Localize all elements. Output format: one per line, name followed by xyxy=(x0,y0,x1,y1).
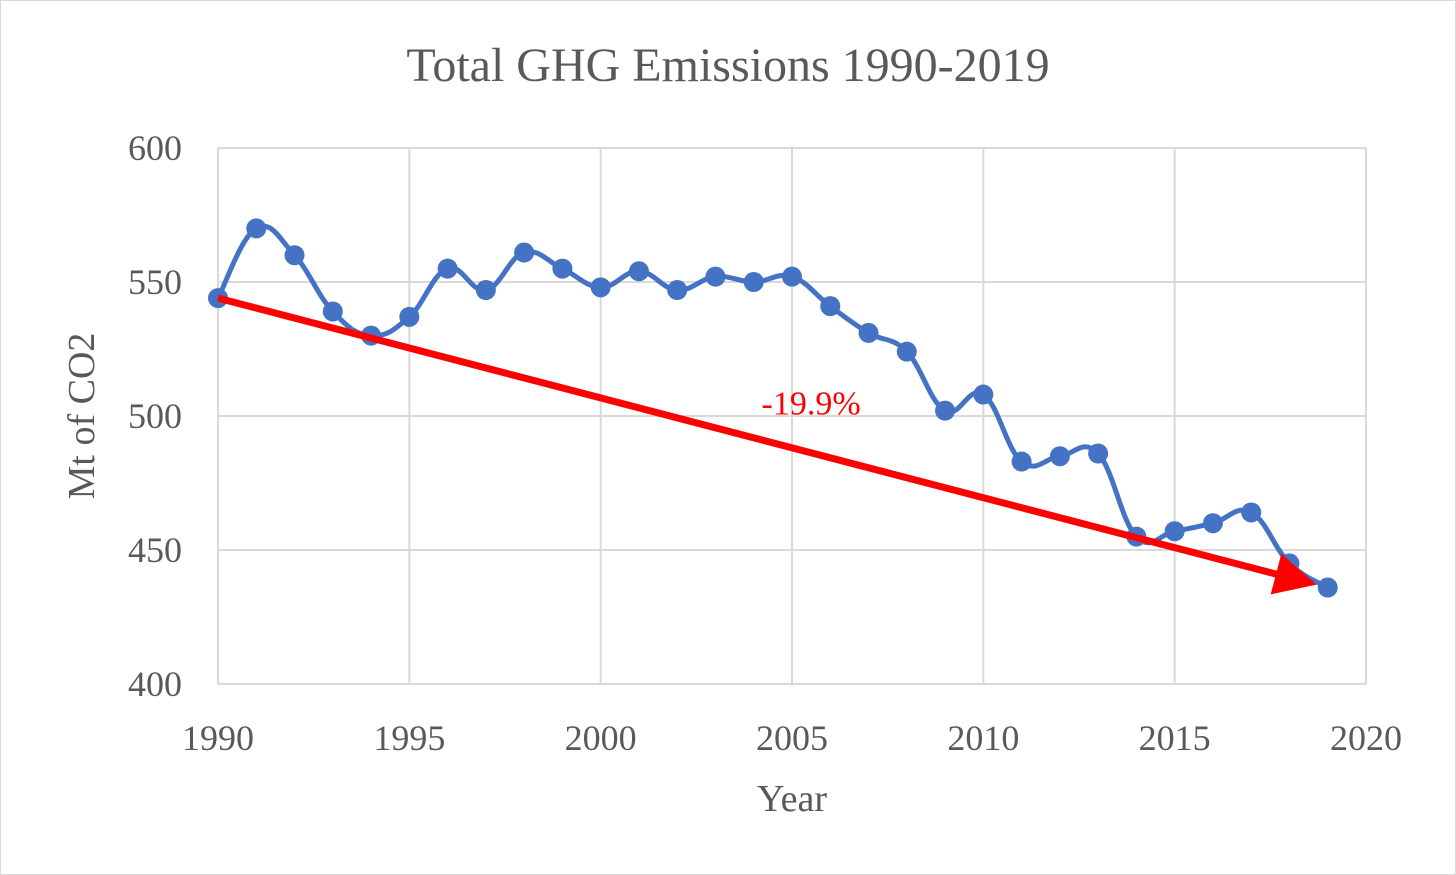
data-point xyxy=(399,306,420,327)
y-tick-label: 500 xyxy=(128,396,182,436)
data-point xyxy=(1164,521,1185,542)
x-tick-label: 2015 xyxy=(1139,718,1211,758)
x-tick-label: 2000 xyxy=(565,718,637,758)
data-point xyxy=(667,280,688,301)
data-point xyxy=(628,261,649,282)
data-point xyxy=(935,400,956,421)
data-point xyxy=(820,296,841,317)
data-point xyxy=(896,341,917,362)
x-tick-label: 2010 xyxy=(947,718,1019,758)
data-point xyxy=(437,258,458,279)
x-tick-label: 2020 xyxy=(1330,718,1402,758)
data-point xyxy=(1011,451,1032,472)
x-axis-title: Year xyxy=(757,778,827,820)
data-point xyxy=(743,272,764,292)
data-point xyxy=(514,242,535,263)
chart-title: Total GHG Emissions 1990-2019 xyxy=(406,39,1050,92)
data-point xyxy=(858,322,879,343)
x-tick-labels: 1990 1995 2000 2005 2010 2015 2020 xyxy=(182,718,1402,758)
data-point xyxy=(1088,443,1109,464)
x-tick-label: 1995 xyxy=(373,718,445,758)
data-point xyxy=(973,384,994,405)
y-axis-title: Mt of CO2 xyxy=(61,333,103,500)
y-tick-label: 600 xyxy=(128,128,182,168)
trend-label: -19.9% xyxy=(762,386,861,423)
data-point xyxy=(782,266,802,287)
annotation-layer: -19.9% xyxy=(217,294,1317,595)
x-tick-label: 1990 xyxy=(182,718,254,758)
data-point xyxy=(552,258,573,279)
data-point xyxy=(1202,513,1223,534)
data-point xyxy=(1317,577,1338,598)
y-tick-label: 400 xyxy=(128,664,182,704)
data-point xyxy=(284,245,305,266)
x-tick-label: 2005 xyxy=(756,718,828,758)
data-point xyxy=(322,301,343,322)
trend-arrow xyxy=(217,294,1317,595)
y-tick-label: 550 xyxy=(128,262,182,302)
data-point xyxy=(1241,502,1262,523)
data-point xyxy=(475,280,496,301)
data-point xyxy=(246,218,267,239)
y-tick-label: 450 xyxy=(128,530,182,570)
gridlines xyxy=(217,147,1367,685)
data-point xyxy=(705,266,726,287)
data-point xyxy=(590,277,611,298)
data-point xyxy=(1279,553,1300,574)
y-tick-labels: 400 450 500 550 600 xyxy=(128,128,182,704)
data-point xyxy=(1049,446,1070,467)
